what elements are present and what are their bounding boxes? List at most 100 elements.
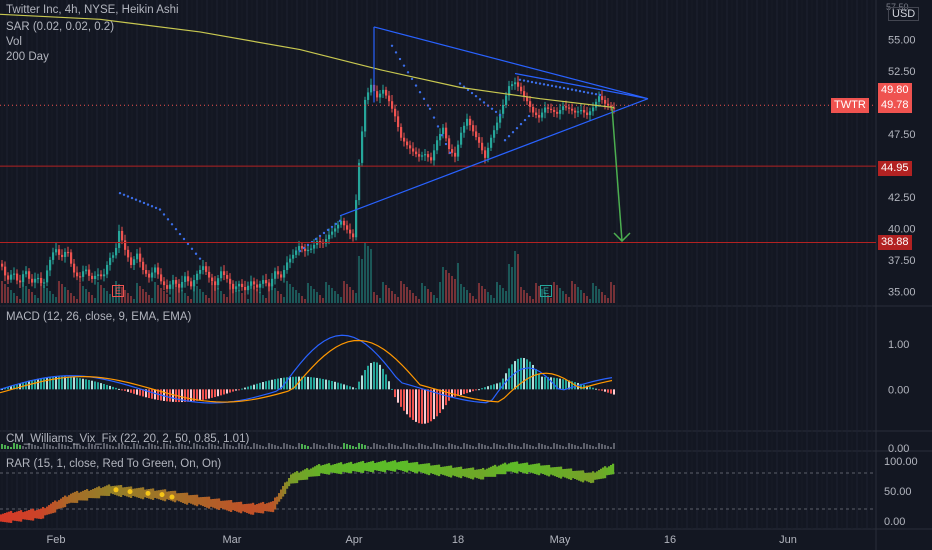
rar-band-slice: [358, 462, 361, 473]
candle: [277, 271, 280, 275]
candle: [340, 220, 343, 225]
volume-bar: [31, 292, 33, 303]
rar-band-slice: [590, 472, 593, 484]
indicator-200day[interactable]: 200 Day: [6, 51, 49, 63]
rar-band-slice: [242, 504, 245, 512]
candle: [295, 250, 298, 255]
rar-band-slice: [526, 462, 529, 475]
rar-band-slice: [472, 467, 475, 480]
macd-histogram-bar: [415, 389, 417, 422]
candle: [577, 111, 580, 113]
vix-bar: [190, 447, 192, 449]
rar-band-slice: [36, 509, 39, 519]
vix-bar: [121, 444, 123, 449]
rar-band-slice: [50, 503, 53, 514]
rar-band-slice: [60, 498, 63, 509]
rar-band-slice: [250, 503, 253, 515]
vix-bar: [55, 447, 57, 449]
earnings-marker-2[interactable]: E: [540, 285, 553, 297]
macd-histogram-bar: [202, 389, 204, 400]
candle: [202, 266, 205, 270]
volume-bar: [289, 284, 291, 303]
vix-tick-0: 0.00: [888, 443, 909, 455]
vix-bar: [304, 445, 306, 449]
candle: [169, 284, 172, 289]
vix-bar: [22, 446, 24, 449]
earnings-marker-1[interactable]: E: [112, 285, 125, 297]
rar-band-slice: [110, 486, 113, 494]
rar-band-slice: [232, 502, 235, 511]
rar-band-slice: [300, 471, 303, 481]
volume-bar: [505, 291, 507, 303]
currency-badge[interactable]: USD: [888, 7, 920, 21]
indicator-sar[interactable]: SAR (0.02, 0.02, 0.2): [6, 21, 115, 33]
volume-bar: [226, 297, 228, 303]
vix-bar: [112, 446, 114, 449]
rar-band-slice: [134, 488, 137, 497]
vix-bar: [64, 445, 66, 449]
macd-histogram-bar: [301, 376, 303, 390]
rar-band-slice: [516, 461, 519, 474]
rar-marker: [145, 490, 151, 496]
vix-bar: [412, 446, 414, 449]
vix-bar: [343, 443, 345, 449]
vix-bar: [286, 444, 288, 449]
candle: [451, 149, 454, 153]
macd-histogram-bar: [286, 377, 288, 390]
rar-band-slice: [334, 464, 337, 474]
sar-dot: [154, 206, 158, 210]
time-tick-1: Mar: [223, 534, 242, 546]
rar-band-slice: [438, 464, 441, 477]
candle: [439, 133, 442, 141]
volume-bar: [568, 297, 570, 303]
rar-title[interactable]: RAR (15, 1, close, Red To Green, On, On): [6, 458, 222, 470]
volume-bar: [460, 284, 462, 303]
macd-histogram-bar: [514, 361, 516, 390]
vix-bar: [427, 446, 429, 449]
vix-bar: [586, 444, 588, 449]
vix-bar: [310, 447, 312, 449]
volume-bar: [109, 294, 111, 303]
rar-band-slice: [434, 465, 437, 475]
macd-title[interactable]: MACD (12, 26, close, 9, EMA, EMA): [6, 311, 192, 323]
volume-bar: [490, 295, 492, 303]
macd-histogram-bar: [268, 380, 270, 390]
rar-band-slice: [580, 470, 583, 482]
candle: [475, 131, 478, 138]
macd-histogram-bar: [226, 389, 228, 394]
projection-arrow: [611, 107, 623, 242]
volume-bar: [94, 298, 96, 303]
vix-bar: [340, 447, 342, 449]
rar-band-slice: [424, 463, 427, 474]
sar-dot: [410, 77, 414, 81]
macd-histogram-bar: [127, 389, 129, 392]
macd-histogram-bar: [244, 387, 246, 390]
volume-bar: [457, 263, 459, 303]
rar-band-slice: [124, 487, 127, 496]
vix-bar: [445, 447, 447, 449]
candle: [193, 280, 196, 287]
vix-bar: [595, 447, 597, 449]
macd-histogram-bar: [541, 376, 543, 390]
sar-dot: [428, 107, 432, 110]
volume-bar: [322, 298, 324, 303]
rar-band-slice: [314, 466, 317, 477]
vix-title[interactable]: CM_Williams_Vix_Fix (22, 20, 2, 50, 0.85…: [6, 433, 250, 445]
rar-band-slice: [568, 468, 571, 480]
volume-bar: [190, 299, 192, 303]
macd-histogram-bar: [376, 362, 378, 390]
rar-band-slice: [466, 468, 469, 478]
indicator-vol[interactable]: Vol: [6, 36, 22, 48]
rar-band-slice: [340, 462, 343, 475]
rar-band-slice: [600, 468, 603, 479]
vix-bar: [367, 446, 369, 449]
vix-bar: [418, 443, 420, 449]
rar-band-slice: [448, 465, 451, 477]
candle: [118, 230, 121, 248]
macd-histogram-bar: [100, 383, 102, 390]
vix-bar: [337, 446, 339, 449]
volume-bar: [451, 276, 453, 303]
rar-band-slice: [388, 461, 391, 471]
volume-bar: [445, 270, 447, 303]
